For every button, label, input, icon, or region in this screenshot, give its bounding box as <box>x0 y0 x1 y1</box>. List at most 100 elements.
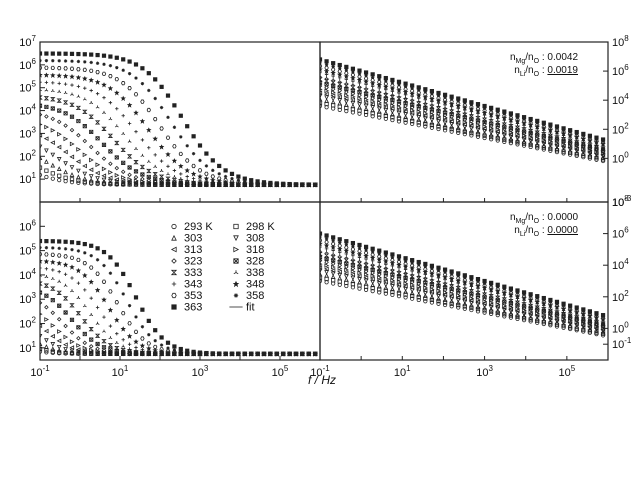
data-point <box>436 301 441 306</box>
tick-exponent: -1 <box>323 364 331 373</box>
data-point <box>343 277 349 282</box>
data-point <box>370 107 376 113</box>
legend-item: 323 <box>171 256 202 268</box>
data-point <box>495 304 500 309</box>
data-point <box>377 77 381 81</box>
data-point <box>383 291 388 296</box>
data-point <box>344 267 349 273</box>
data-point <box>320 77 323 82</box>
panels-group: 10110210310410510610710-3100102104106108… <box>19 34 632 361</box>
data-point <box>363 275 369 280</box>
data-point <box>191 349 196 354</box>
data-point <box>76 296 81 300</box>
data-point <box>108 178 113 184</box>
data-point <box>594 311 599 316</box>
data-point <box>146 168 152 174</box>
data-point <box>383 273 389 279</box>
data-point <box>535 294 540 299</box>
data-point <box>475 132 481 137</box>
data-point <box>377 290 382 295</box>
data-point <box>120 347 126 353</box>
data-point <box>390 81 395 85</box>
data-point <box>534 314 540 320</box>
data-point <box>203 175 210 182</box>
data-point <box>126 154 133 159</box>
data-point <box>396 87 402 93</box>
data-point <box>44 267 49 271</box>
tick-base: 10 <box>19 151 31 163</box>
data-point <box>63 175 68 180</box>
data-point <box>320 278 323 284</box>
data-point <box>76 84 81 89</box>
data-point <box>390 264 395 268</box>
data-point <box>121 68 125 72</box>
legend-label: 338 <box>246 267 264 279</box>
data-point <box>489 280 494 285</box>
data-point <box>40 323 43 329</box>
legend-item: 353 <box>171 290 202 302</box>
data-point <box>89 180 94 185</box>
data-point <box>210 177 216 183</box>
data-point <box>40 72 43 78</box>
data-point <box>422 277 428 283</box>
data-point <box>594 324 600 329</box>
data-point <box>120 169 126 175</box>
ann-n1: n <box>510 52 516 63</box>
data-point <box>541 141 547 147</box>
data-point <box>261 351 267 357</box>
data-point <box>56 338 62 344</box>
y-tick-label: 10-1 <box>612 336 632 351</box>
data-point <box>172 168 177 173</box>
data-point <box>107 343 114 348</box>
data-point <box>370 279 376 285</box>
data-point <box>422 293 428 298</box>
y-tick-label: 103 <box>19 291 36 306</box>
data-point <box>337 94 342 100</box>
data-point <box>515 136 520 141</box>
data-point <box>410 269 414 273</box>
data-point <box>337 88 343 93</box>
data-point <box>70 83 74 87</box>
data-point <box>165 151 171 158</box>
data-point <box>502 287 507 291</box>
data-point <box>462 306 467 311</box>
data-point <box>350 91 356 96</box>
tick-exponent: 4 <box>32 103 37 112</box>
data-point <box>44 252 49 257</box>
data-point <box>146 127 152 133</box>
x-tick-label: 10-1 <box>30 364 50 379</box>
data-point <box>376 278 382 283</box>
data-point <box>330 255 336 260</box>
data-point <box>306 351 311 357</box>
data-point <box>320 275 323 280</box>
data-point <box>416 85 421 90</box>
data-point <box>50 259 56 265</box>
data-point <box>357 246 362 250</box>
y-tick-label: 105 <box>19 243 36 258</box>
data-point <box>89 337 94 342</box>
data-point <box>449 298 455 304</box>
data-point <box>89 265 94 270</box>
tick-exponent: 0 <box>624 320 629 329</box>
data-point <box>140 336 145 341</box>
data-point <box>482 130 487 136</box>
data-point <box>442 274 448 280</box>
data-point <box>469 305 474 310</box>
data-point <box>57 131 62 137</box>
data-point <box>56 260 62 266</box>
data-point <box>463 101 467 105</box>
data-point <box>40 80 42 84</box>
data-point <box>435 116 441 122</box>
data-point <box>496 110 500 114</box>
data-point <box>178 176 183 181</box>
data-point <box>436 90 441 96</box>
tick-base: 10 <box>19 37 31 49</box>
legend-marker <box>171 281 177 287</box>
data-point <box>140 99 145 104</box>
data-point <box>324 237 329 241</box>
data-point <box>568 318 573 324</box>
ann-sep: : 0.0042 <box>539 52 578 63</box>
data-point <box>455 111 461 116</box>
series-group <box>40 51 318 188</box>
